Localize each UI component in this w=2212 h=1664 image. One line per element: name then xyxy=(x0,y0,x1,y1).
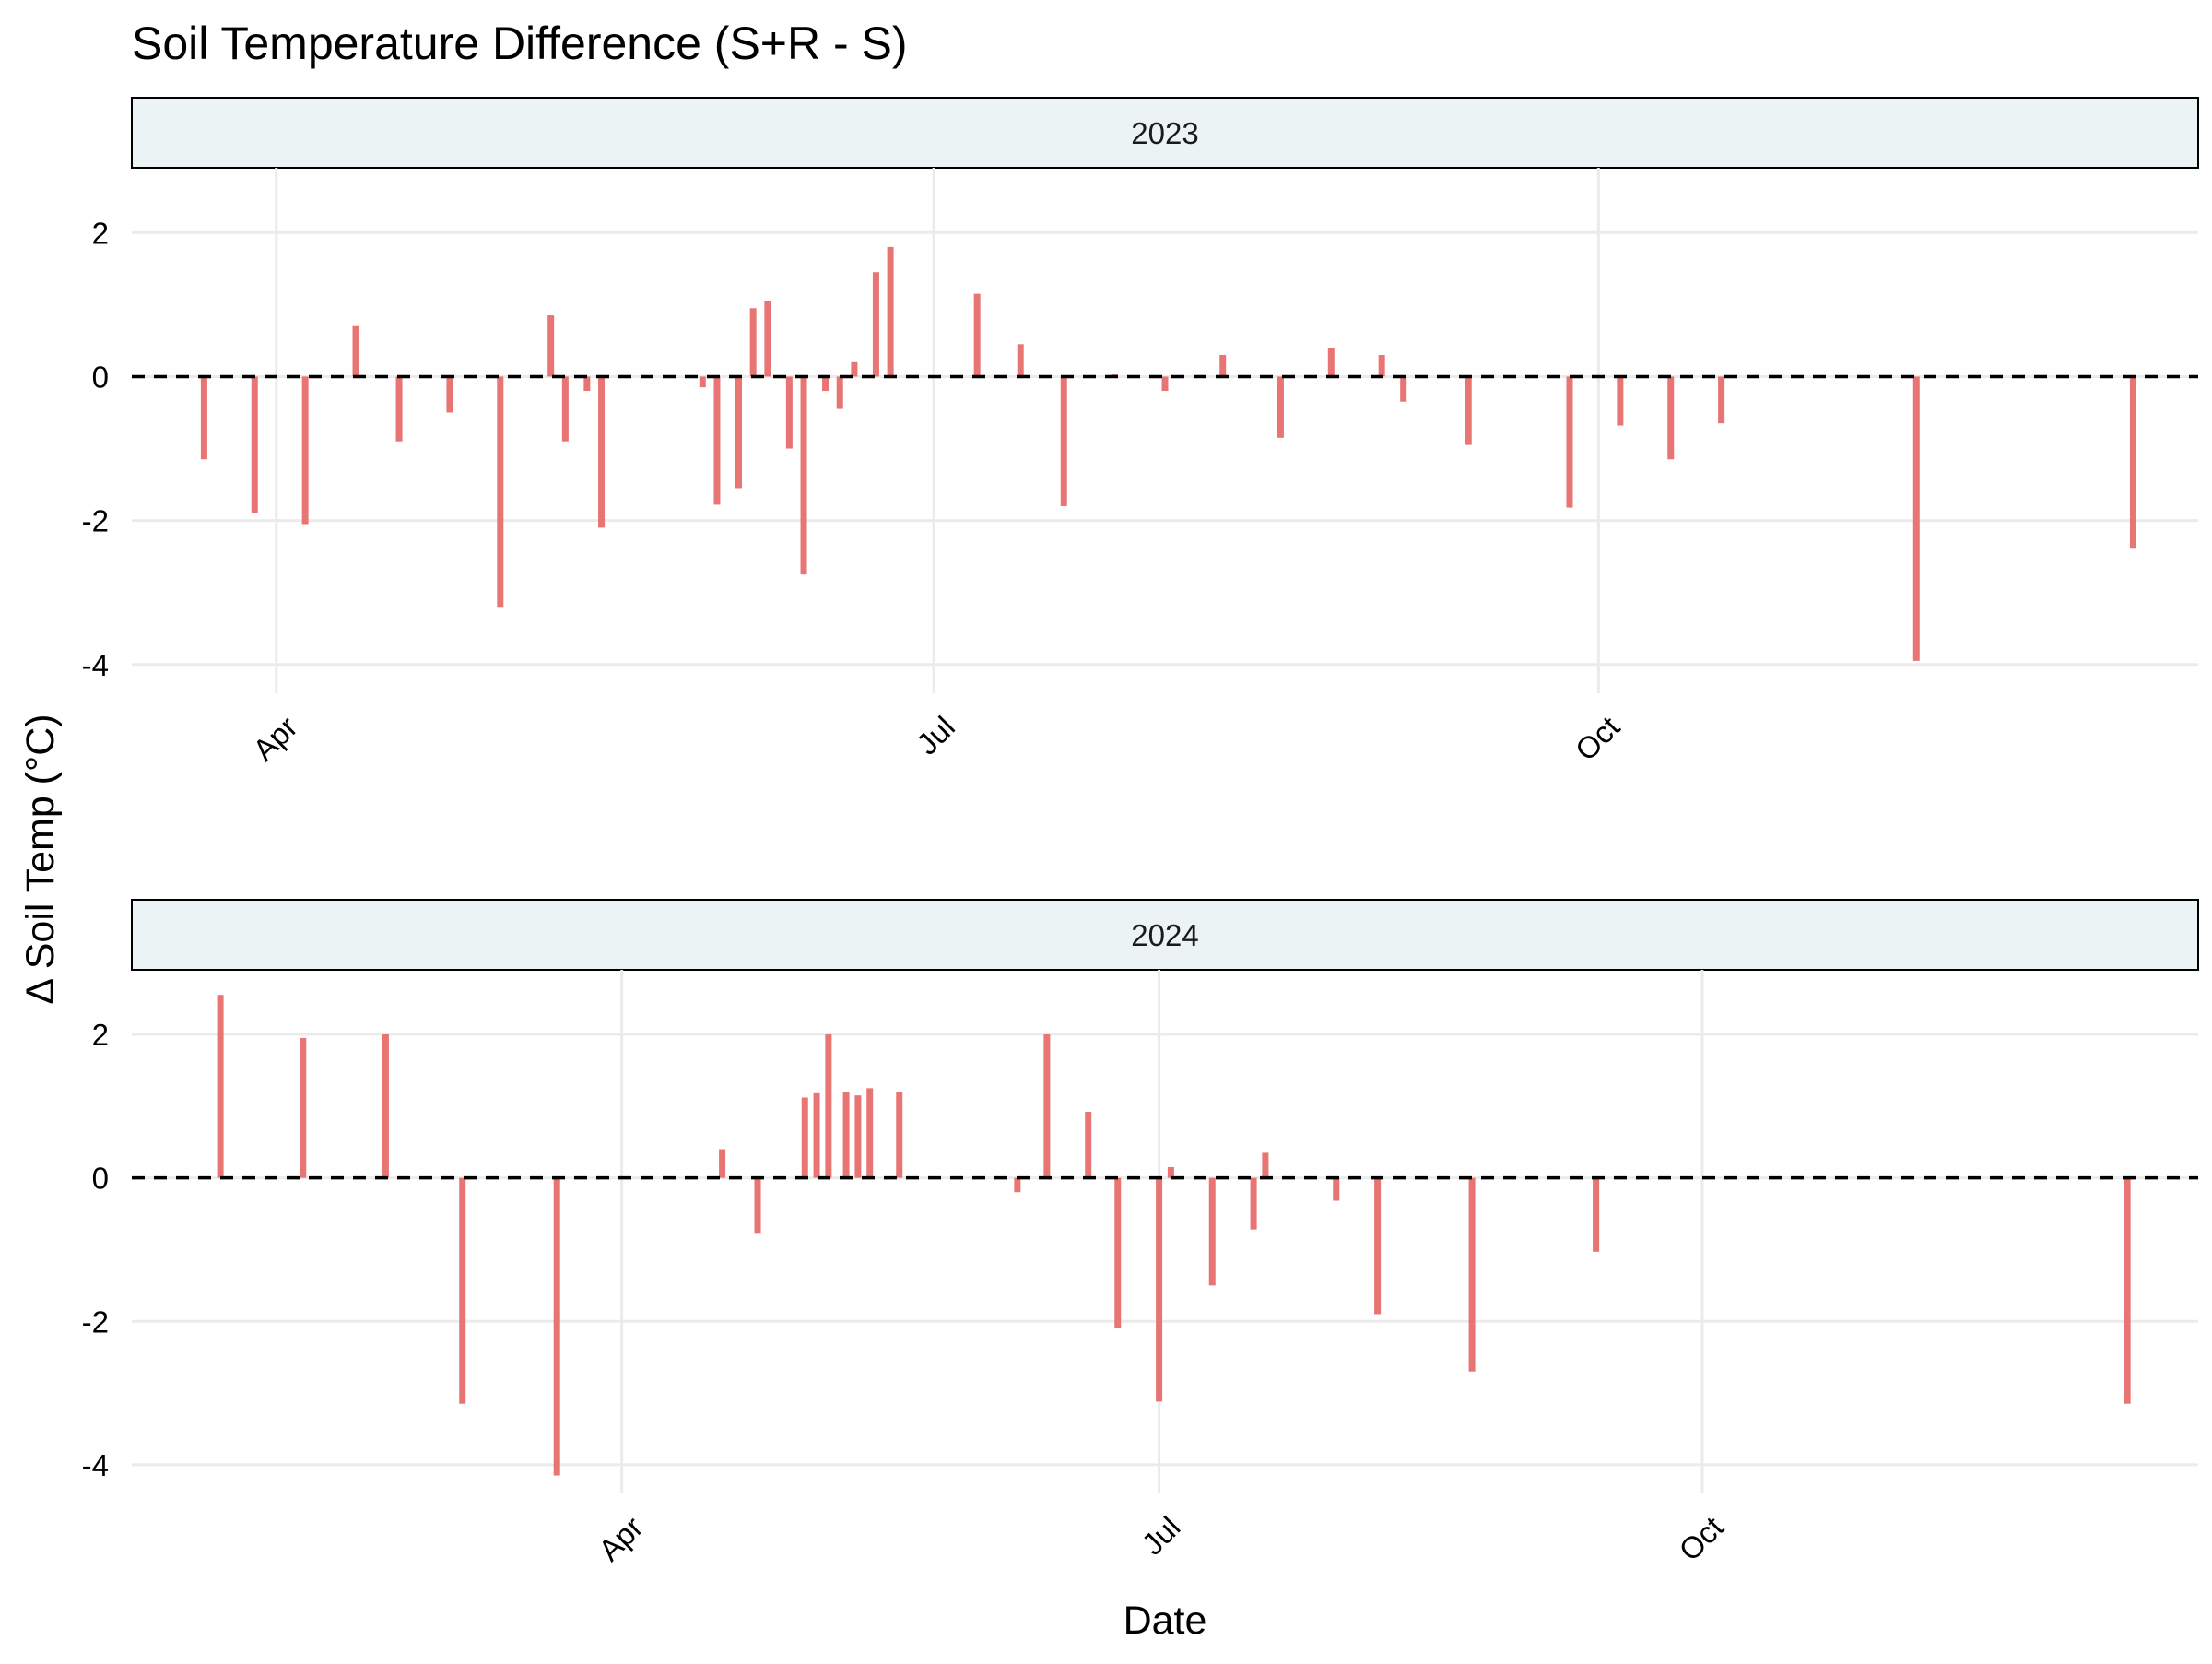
bar xyxy=(1114,1177,1122,1329)
bar xyxy=(561,376,569,442)
bar xyxy=(1378,355,1385,377)
bar xyxy=(800,376,807,575)
bar xyxy=(813,1092,820,1178)
y-tick-label: 2 xyxy=(92,1018,109,1052)
bar xyxy=(842,1092,850,1178)
bar xyxy=(1617,376,1624,426)
y-tick-label: 2 xyxy=(92,216,109,250)
strip-2024 xyxy=(131,899,2199,971)
bar xyxy=(801,1097,808,1178)
bar xyxy=(1167,1166,1174,1178)
strip-2023 xyxy=(131,97,2199,169)
x-axis-label: Date xyxy=(1124,1599,1207,1643)
bar xyxy=(200,376,207,460)
bar xyxy=(1219,355,1227,377)
y-axis-label: Δ Soil Temp (°C) xyxy=(18,714,63,1004)
bar xyxy=(854,1095,862,1178)
bar xyxy=(754,1177,761,1234)
bar xyxy=(872,272,879,377)
bar xyxy=(1156,1177,1163,1402)
bar xyxy=(446,376,453,413)
bar xyxy=(251,376,258,513)
bar xyxy=(719,1149,726,1178)
bar xyxy=(1718,376,1725,424)
bar xyxy=(836,376,843,409)
bar xyxy=(598,376,606,528)
bar xyxy=(1250,1177,1257,1230)
bar xyxy=(1017,344,1024,377)
bar xyxy=(1060,376,1067,506)
bar xyxy=(1085,1112,1092,1178)
y-tick-label: 0 xyxy=(92,1162,109,1196)
bar xyxy=(1327,348,1335,377)
bar xyxy=(896,1092,903,1178)
bar xyxy=(866,1088,874,1178)
bar xyxy=(1262,1152,1269,1178)
bar xyxy=(301,376,309,525)
bar xyxy=(749,308,757,377)
bar xyxy=(217,995,224,1178)
y-tick-label: 0 xyxy=(92,360,109,394)
bar xyxy=(735,376,742,489)
bar xyxy=(1014,1177,1021,1193)
bar xyxy=(1667,376,1675,460)
x-tick-label: Jul xyxy=(910,710,961,761)
bar xyxy=(1208,1177,1216,1286)
bar xyxy=(1566,376,1573,508)
bar xyxy=(1912,376,1920,661)
bar xyxy=(785,376,793,449)
bar xyxy=(713,376,721,505)
bar xyxy=(1593,1177,1600,1252)
strip-label-2023: 2023 xyxy=(1131,116,1198,150)
bar xyxy=(1468,1177,1476,1372)
bar xyxy=(699,376,706,388)
bar xyxy=(1465,376,1472,445)
y-tick-label: -2 xyxy=(82,1304,109,1339)
x-tick-label: Apr xyxy=(246,710,303,767)
bar xyxy=(352,325,359,377)
bar xyxy=(395,376,403,442)
bar xyxy=(1277,376,1284,438)
bar xyxy=(382,1034,389,1178)
bar xyxy=(547,315,555,377)
bar xyxy=(459,1177,466,1404)
chart-title: Soil Temperature Difference (S+R - S) xyxy=(132,18,908,69)
y-tick-label: -2 xyxy=(82,504,109,538)
bar xyxy=(2124,1177,2131,1404)
bar xyxy=(887,246,894,377)
bar xyxy=(822,376,830,392)
bar xyxy=(1374,1177,1382,1315)
bar xyxy=(973,293,981,377)
strip-label-2024: 2024 xyxy=(1131,918,1198,952)
bar xyxy=(825,1034,832,1178)
bar xyxy=(583,376,591,392)
x-tick-label: Oct xyxy=(1569,710,1626,767)
x-tick-label: Apr xyxy=(592,1510,649,1567)
bar xyxy=(1043,1034,1051,1178)
y-tick-label: -4 xyxy=(82,648,109,682)
bar xyxy=(1333,1177,1340,1201)
y-tick-label: -4 xyxy=(82,1448,109,1482)
bar xyxy=(553,1177,560,1476)
bar xyxy=(1400,376,1407,402)
bar xyxy=(764,301,771,377)
bar xyxy=(497,376,504,608)
bar xyxy=(1161,376,1169,392)
bar xyxy=(300,1037,307,1178)
x-tick-label: Oct xyxy=(1672,1510,1729,1567)
x-tick-label: Jul xyxy=(1135,1510,1187,1562)
bar xyxy=(2129,376,2136,549)
bar xyxy=(851,361,858,377)
